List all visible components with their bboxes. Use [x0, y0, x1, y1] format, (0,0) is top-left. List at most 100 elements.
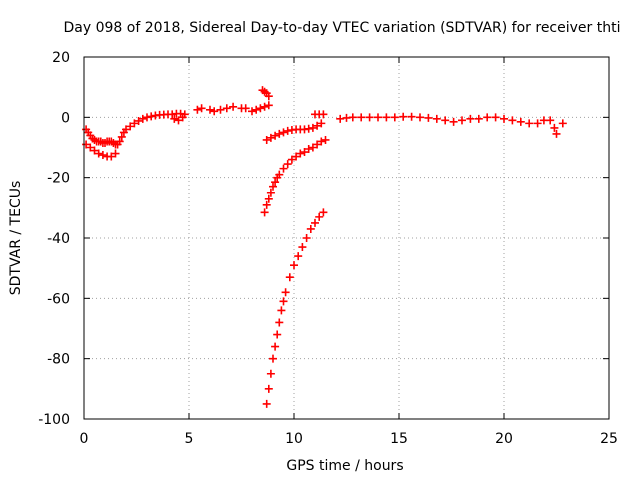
data-point [407, 112, 416, 121]
data-point [483, 113, 492, 122]
data-point [275, 170, 284, 179]
data-series [262, 119, 326, 144]
data-point [138, 114, 147, 123]
data-point [304, 145, 313, 154]
data-point [275, 318, 284, 327]
data-point [107, 152, 116, 161]
data-point [546, 116, 555, 125]
data-point [143, 113, 151, 122]
data-point [275, 129, 284, 138]
data-point [126, 122, 135, 131]
data-point [449, 117, 458, 126]
y-tick-label: -60 [47, 291, 70, 307]
data-point [122, 125, 130, 134]
data-point [416, 113, 424, 122]
data-point [558, 119, 567, 128]
x-tick-label: 25 [600, 431, 618, 447]
data-point [98, 151, 107, 160]
y-tick-label: -80 [47, 352, 70, 368]
data-points [82, 86, 567, 408]
y-tick-label: -40 [47, 231, 70, 247]
data-point [273, 330, 282, 339]
data-point [302, 234, 311, 242]
plot-frame [83, 56, 610, 420]
data-point [550, 123, 559, 132]
y-tick-label: -20 [47, 171, 70, 187]
data-point [290, 261, 298, 270]
data-point [264, 101, 273, 110]
data-series [336, 112, 567, 138]
chart-title: Day 098 of 2018, Sidereal Day-to-day VTE… [64, 20, 621, 36]
data-point [222, 104, 231, 113]
data-point [266, 369, 275, 378]
data-point [279, 128, 288, 137]
data-point [500, 114, 508, 123]
data-point [216, 105, 225, 114]
data-point [311, 218, 319, 227]
grid-lines [84, 57, 609, 419]
x-tick-label: 5 [185, 431, 194, 447]
data-point [313, 121, 322, 130]
data-point [206, 105, 214, 114]
data-point [262, 200, 271, 209]
data-point [178, 113, 187, 122]
x-tick-label: 0 [80, 431, 89, 447]
data-point [283, 160, 292, 169]
data-series [262, 208, 328, 408]
data-series [170, 101, 273, 125]
data-point [281, 288, 290, 297]
data-point [317, 119, 326, 128]
data-point [441, 116, 450, 125]
data-point [300, 148, 309, 157]
data-point [319, 110, 328, 119]
data-point [516, 117, 525, 126]
data-point [399, 112, 408, 121]
y-tick-label: 20 [52, 50, 70, 66]
data-point [298, 243, 307, 252]
y-tick-label: -100 [38, 412, 70, 428]
data-point [266, 188, 275, 197]
data-point [283, 126, 292, 135]
data-point [82, 140, 91, 149]
data-point [115, 137, 124, 146]
data-point [296, 149, 305, 158]
data-point [491, 113, 500, 122]
data-point [241, 104, 250, 113]
data-point [336, 114, 345, 123]
data-point [271, 178, 280, 187]
data-point [552, 129, 561, 138]
data-point [313, 140, 322, 149]
data-point [306, 224, 315, 233]
data-point [365, 113, 374, 122]
data-point [304, 124, 313, 133]
data-point [348, 113, 357, 122]
y-tick-label: 0 [61, 110, 70, 126]
data-point [134, 116, 143, 125]
data-series [82, 140, 120, 161]
data-point [294, 252, 303, 261]
data-point [174, 116, 183, 125]
data-point [382, 113, 391, 122]
data-point [269, 182, 277, 191]
data-point [279, 297, 288, 306]
data-point [117, 132, 126, 141]
data-point [458, 116, 466, 125]
data-point [285, 273, 294, 282]
data-point [466, 114, 475, 123]
data-point [319, 208, 328, 217]
data-series [260, 135, 330, 217]
data-point [292, 152, 301, 161]
data-point [256, 104, 265, 113]
data-point [374, 113, 382, 122]
x-tick-label: 15 [390, 431, 408, 447]
data-point [229, 102, 238, 111]
data-point [287, 155, 296, 164]
data-point [197, 104, 206, 113]
data-point [170, 114, 179, 123]
data-point [424, 113, 433, 122]
data-point [308, 143, 317, 152]
data-point [264, 194, 273, 203]
data-point [193, 105, 202, 114]
data-point [264, 92, 273, 101]
data-point [260, 208, 269, 217]
